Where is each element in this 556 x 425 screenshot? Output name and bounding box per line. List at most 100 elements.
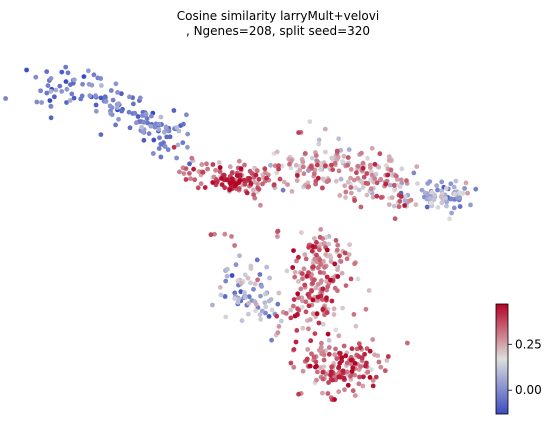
scatter-point bbox=[332, 285, 338, 291]
scatter-point bbox=[335, 242, 341, 248]
scatter-point bbox=[236, 296, 241, 302]
scatter-point bbox=[150, 151, 156, 156]
scatter-point bbox=[296, 391, 301, 397]
scatter-point bbox=[327, 253, 333, 258]
scatter-point bbox=[238, 289, 244, 295]
scatter-point bbox=[336, 333, 342, 339]
scatter-point bbox=[318, 165, 324, 171]
scatter-point bbox=[254, 257, 260, 263]
scatter-point bbox=[363, 306, 369, 312]
scatter-point bbox=[248, 266, 254, 271]
scatter-point bbox=[38, 88, 43, 94]
scatter-point bbox=[302, 252, 308, 257]
scatter-point bbox=[348, 190, 354, 196]
scatter-point bbox=[448, 181, 454, 187]
scatter-point bbox=[338, 176, 344, 182]
scatter-point bbox=[236, 158, 242, 164]
scatter-point bbox=[306, 303, 312, 309]
scatter-point bbox=[447, 216, 452, 222]
scatter-point bbox=[44, 69, 50, 74]
scatter-point bbox=[232, 296, 238, 301]
scatter-point bbox=[227, 164, 233, 170]
scatter-point bbox=[372, 176, 377, 182]
scatter-point bbox=[333, 327, 339, 333]
scatter-point bbox=[263, 304, 269, 310]
scatter-point bbox=[365, 369, 371, 375]
scatter-point bbox=[222, 231, 228, 237]
scatter-point bbox=[242, 272, 248, 278]
scatter-point bbox=[223, 314, 229, 320]
scatter-point bbox=[156, 146, 162, 151]
scatter-point bbox=[126, 94, 132, 100]
scatter-point bbox=[370, 378, 376, 383]
scatter-point bbox=[139, 124, 145, 130]
scatter-point bbox=[340, 368, 346, 374]
scatter-point bbox=[339, 355, 345, 360]
scatter-point bbox=[218, 292, 224, 298]
scatter-point bbox=[314, 162, 320, 168]
scatter-point bbox=[278, 318, 284, 324]
scatter-point bbox=[348, 361, 354, 367]
scatter-point bbox=[399, 166, 405, 172]
scatter-point bbox=[236, 180, 242, 186]
scatter-point bbox=[304, 356, 310, 362]
scatter-point bbox=[329, 364, 334, 370]
scatter-point bbox=[314, 252, 319, 258]
scatter-point bbox=[322, 126, 328, 132]
scatter-point bbox=[321, 270, 327, 276]
scatter-point bbox=[320, 286, 326, 292]
scatter-point bbox=[304, 273, 310, 279]
scatter-point bbox=[367, 348, 373, 354]
scatter-point bbox=[107, 103, 113, 109]
scatter-point bbox=[355, 175, 361, 181]
scatter-point bbox=[249, 170, 255, 176]
scatter-point bbox=[274, 149, 280, 155]
scatter-point bbox=[292, 313, 298, 319]
scatter-point bbox=[313, 364, 318, 370]
scatter-point bbox=[131, 101, 136, 107]
scatter-point bbox=[291, 248, 296, 254]
scatter-point bbox=[414, 164, 420, 170]
scatter-point bbox=[289, 189, 295, 194]
scatter-point bbox=[451, 205, 457, 211]
scatter-point bbox=[300, 159, 306, 165]
scatter-point bbox=[299, 230, 304, 236]
scatter-point bbox=[199, 162, 205, 167]
scatter-point bbox=[219, 182, 225, 188]
scatter-point bbox=[387, 182, 393, 188]
scatter-point bbox=[320, 321, 326, 327]
scatter-point bbox=[175, 142, 181, 148]
scatter-point bbox=[435, 187, 440, 193]
scatter-point bbox=[158, 141, 164, 147]
scatter-point bbox=[397, 184, 403, 190]
scatter-point bbox=[393, 173, 399, 179]
scatter-point bbox=[332, 397, 337, 402]
scatter-point bbox=[254, 168, 260, 174]
scatter-point bbox=[345, 382, 351, 388]
scatter-point bbox=[229, 170, 235, 175]
scatter-point bbox=[309, 248, 315, 254]
scatter-point bbox=[343, 283, 349, 288]
scatter-point bbox=[386, 154, 392, 160]
scatter-point bbox=[398, 177, 404, 183]
scatter-point bbox=[191, 166, 197, 172]
scatter-point bbox=[356, 341, 362, 347]
scatter-point bbox=[439, 200, 445, 206]
scatter-point bbox=[391, 203, 397, 209]
scatter-point bbox=[276, 166, 281, 172]
scatter-point bbox=[237, 253, 242, 259]
scatter-point bbox=[64, 86, 70, 92]
scatter-point bbox=[177, 169, 182, 175]
scatter-point bbox=[462, 186, 467, 191]
scatter-point bbox=[145, 120, 151, 126]
scatter-point bbox=[71, 95, 77, 101]
scatter-point bbox=[185, 144, 190, 150]
scatter-point bbox=[263, 291, 268, 297]
scatter-point bbox=[360, 383, 366, 389]
scatter-point bbox=[174, 155, 180, 161]
scatter-point bbox=[295, 306, 300, 312]
scatter-point bbox=[98, 95, 104, 101]
scatter-point bbox=[369, 145, 375, 151]
scatter-point bbox=[259, 284, 264, 289]
